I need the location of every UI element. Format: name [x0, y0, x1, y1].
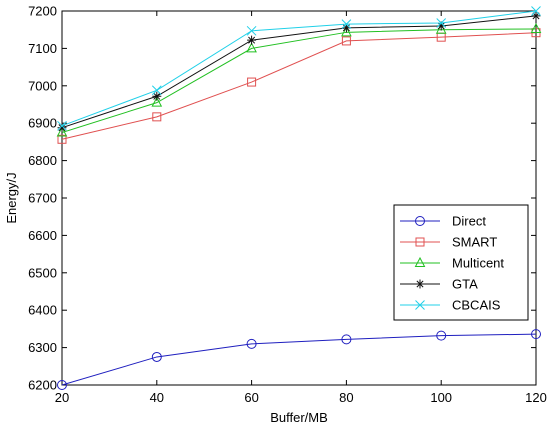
data-point [151, 96, 163, 107]
y-tick-label: 6700 [28, 191, 57, 206]
legend: Direct SMART Multicent GTA CBCAIS [393, 204, 529, 321]
series-line [61, 333, 537, 386]
legend-marker [415, 216, 425, 226]
legend-label: SMART [452, 235, 497, 250]
x-axis-title: Buffer/MB [270, 410, 328, 425]
data-point [57, 380, 67, 390]
legend-marker [414, 256, 426, 267]
data-point [530, 22, 542, 33]
legend-label: Direct [452, 214, 486, 229]
data-point [246, 42, 257, 53]
legend-item: SMART [400, 235, 497, 250]
data-point [531, 11, 541, 21]
x-tick-label: 40 [150, 390, 164, 405]
y-axis-title: Energy/J [4, 172, 19, 223]
series-direct [57, 329, 541, 390]
y-tick-label: 6800 [28, 153, 57, 168]
legend-item: CBCAIS [400, 298, 501, 313]
data-point [436, 330, 447, 341]
series-layer [56, 6, 542, 390]
data-point [246, 338, 257, 349]
data-point [341, 26, 352, 37]
legend-label: GTA [452, 277, 478, 292]
y-tick-label: 6300 [28, 340, 57, 355]
legend-label: CBCAIS [452, 298, 501, 313]
data-point [247, 77, 257, 87]
data-point [435, 23, 447, 34]
data-point [436, 21, 446, 31]
legend-marker [415, 237, 425, 247]
y-tick-label: 6200 [28, 378, 57, 393]
series-line [61, 28, 537, 134]
y-tick-label: 6500 [28, 265, 57, 280]
series-line [61, 15, 537, 129]
data-point [341, 23, 351, 33]
data-point [151, 351, 162, 362]
data-point [152, 112, 162, 122]
data-point [57, 120, 67, 131]
data-point [341, 36, 351, 46]
legend-item: GTA [400, 277, 478, 292]
data-point [341, 19, 352, 29]
data-point [57, 134, 67, 144]
x-tick-label: 60 [244, 390, 258, 405]
legend-item: Multicent [400, 256, 504, 271]
series-line [61, 10, 537, 127]
legend-marker [415, 300, 425, 310]
series-multicent [56, 22, 542, 137]
x-tick-label: 120 [525, 390, 547, 405]
y-tick-label: 7100 [28, 41, 57, 56]
data-point [56, 126, 68, 137]
y-tick-label: 6600 [28, 228, 57, 243]
y-tick-label: 7000 [28, 78, 57, 93]
data-point [247, 35, 257, 45]
data-point [341, 334, 352, 345]
legend-marker [415, 279, 425, 289]
legend-label: Multicent [452, 256, 504, 271]
x-tick-label: 100 [430, 390, 452, 405]
y-tick-label: 7200 [28, 4, 57, 19]
series-line [61, 32, 537, 140]
y-axis-ticks: 6200 6300 6400 6500 6600 6700 6800 6900 7000 7100… [28, 4, 536, 393]
data-point [152, 91, 162, 101]
series-gta [57, 11, 541, 133]
y-tick-label: 6400 [28, 303, 57, 318]
data-point [57, 123, 67, 133]
data-point [531, 6, 541, 16]
x-tick-label: 20 [55, 390, 69, 405]
series-cbcais [57, 6, 541, 131]
legend-item: Direct [400, 214, 486, 229]
data-point [531, 329, 541, 340]
data-point [246, 25, 257, 36]
data-point [436, 18, 447, 28]
x-tick-label: 80 [339, 390, 353, 405]
plot-area [61, 10, 537, 386]
y-tick-label: 6900 [28, 116, 57, 131]
data-point [151, 85, 162, 96]
